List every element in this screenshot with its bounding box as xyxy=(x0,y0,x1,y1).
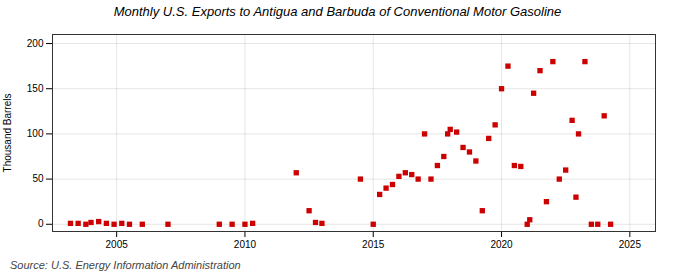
svg-text:50: 50 xyxy=(32,173,44,184)
html-text:Source: U.S. Energy Informatio: Source: U.S. Energy Information Administ… xyxy=(10,259,241,271)
html-text:Monthly U.S. Exports to Antigu: Monthly U.S. Exports to Antigua and Barb… xyxy=(113,4,562,19)
svg-text:Thousand Barrels: Thousand Barrels xyxy=(2,94,13,173)
svg-text:100: 100 xyxy=(27,128,44,139)
svg-text:2025: 2025 xyxy=(619,239,642,250)
svg-text:0: 0 xyxy=(38,218,44,229)
svg-text:2015: 2015 xyxy=(362,239,385,250)
svg-text:150: 150 xyxy=(27,83,44,94)
svg-text:2010: 2010 xyxy=(234,239,257,250)
svg-text:2005: 2005 xyxy=(106,239,129,250)
svg-text:200: 200 xyxy=(27,38,44,49)
svg-text:2020: 2020 xyxy=(490,239,513,250)
